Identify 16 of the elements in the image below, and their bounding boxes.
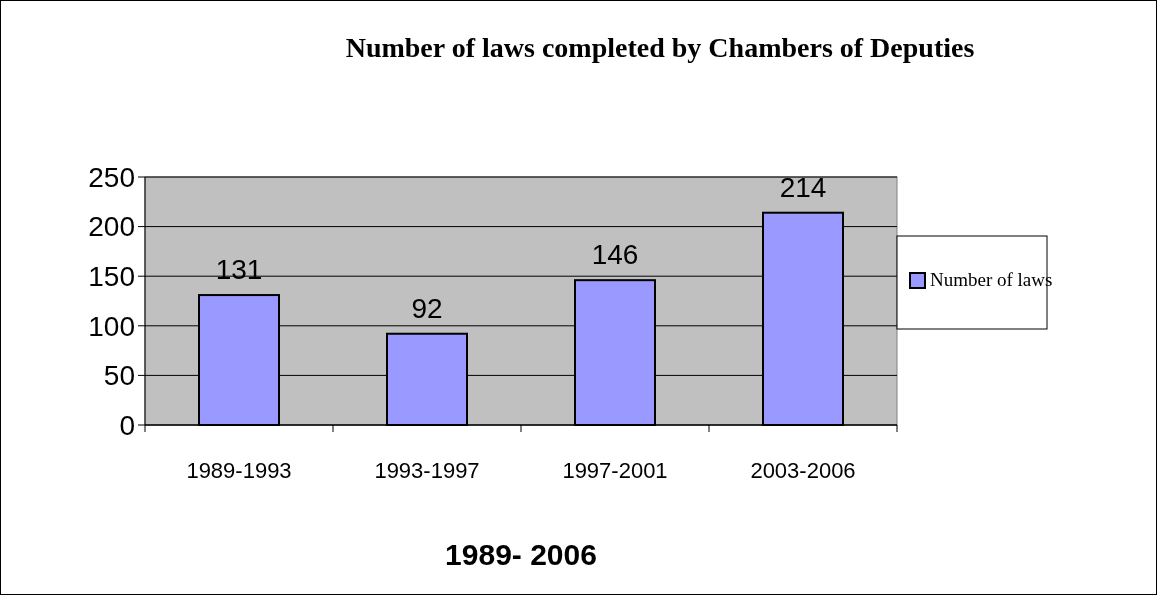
y-tick-label: 150 [88, 261, 135, 292]
legend-label: Number of laws [930, 269, 1053, 290]
y-tick-label: 250 [88, 161, 135, 193]
data-label: 214 [779, 171, 827, 203]
data-label: 146 [591, 239, 639, 271]
y-tick-label: 0 [119, 409, 135, 441]
x-axis-title: 1989- 2006 [445, 538, 597, 571]
y-tick-label: 100 [88, 310, 135, 342]
x-tick-label: 1997-2001 [562, 458, 668, 483]
x-tick-label: 2003-2006 [750, 458, 856, 483]
x-tick-label: 1989-1993 [186, 458, 292, 483]
data-label: 92 [411, 292, 443, 324]
y-tick-label: 50 [103, 360, 135, 392]
y-tick-label: 200 [88, 211, 135, 243]
x-tick-label: 1993-1997 [374, 458, 480, 483]
chart-title: Number of laws completed by Chambers of Deputies [345, 32, 975, 63]
